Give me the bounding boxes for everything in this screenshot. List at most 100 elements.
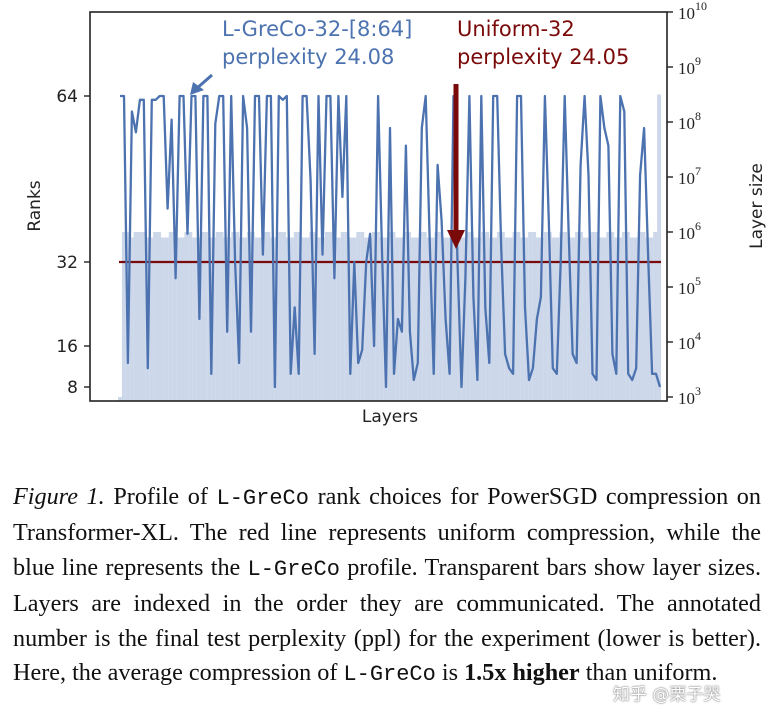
layer-size-bar xyxy=(239,237,244,401)
layer-size-bar xyxy=(168,232,173,401)
y-axis-label-right: Layer size xyxy=(747,163,767,249)
layer-size-bar xyxy=(465,232,470,401)
layer-size-bar xyxy=(262,232,267,401)
layer-size-bar xyxy=(141,232,146,401)
right-tick-label: 105 xyxy=(678,274,701,298)
layer-size-bar xyxy=(270,237,275,401)
layer-size-bar xyxy=(383,237,388,401)
caption-text: than uniform. xyxy=(579,659,718,687)
layer-size-bar xyxy=(422,232,427,401)
layer-size-bar xyxy=(387,232,392,401)
plot-frame xyxy=(89,11,668,402)
layer-size-bar xyxy=(317,237,322,401)
layer-size-bar xyxy=(532,232,537,401)
layer-size-bar xyxy=(215,232,220,401)
legend-blue-ppl: perplexity 24.08 xyxy=(222,45,394,69)
left-tick-label: 8 xyxy=(67,378,78,398)
layer-size-bar xyxy=(520,237,525,401)
layer-size-bar xyxy=(645,237,650,401)
layer-size-bar xyxy=(356,232,361,401)
left-tick-label: 16 xyxy=(56,337,78,357)
right-tick-label: 107 xyxy=(678,164,701,188)
right-tick-label: 1010 xyxy=(678,0,707,23)
layer-size-bar xyxy=(598,237,603,401)
caption-text: profile. Transparent bars show layer siz… xyxy=(13,553,761,687)
caption-code: L-GreCo xyxy=(343,662,436,688)
layer-size-bar xyxy=(410,237,415,401)
layer-size-bar xyxy=(364,237,369,401)
layer-size-bar xyxy=(250,232,255,401)
layer-size-bar xyxy=(559,232,564,401)
layer-size-bar xyxy=(266,232,271,401)
caption-text: Profile of xyxy=(104,483,217,510)
layer-size-bar xyxy=(192,237,197,401)
layer-size-bar xyxy=(621,232,626,401)
layer-size-bar xyxy=(336,237,341,401)
layer-size-bar xyxy=(543,232,548,401)
layer-size-bar xyxy=(653,232,658,401)
x-axis-label: Layers xyxy=(362,407,418,427)
layer-size-bar xyxy=(196,237,201,401)
layer-size-bar xyxy=(340,232,345,401)
layer-size-bar xyxy=(188,232,193,401)
layer-size-bar xyxy=(571,237,576,401)
layer-size-bar xyxy=(258,237,263,401)
layer-size-bar xyxy=(121,232,126,401)
layer-size-bar xyxy=(321,237,326,401)
layer-size-bar xyxy=(493,237,497,401)
layer-size-bar xyxy=(504,237,509,401)
layer-size-bar xyxy=(485,232,490,401)
layer-size-bar xyxy=(590,232,595,401)
layer-size-bar xyxy=(344,232,349,401)
layer-size-bar xyxy=(379,237,384,401)
right-tick-label: 103 xyxy=(678,384,701,408)
annotation-arrow-blue xyxy=(190,73,213,95)
right-tick-label: 108 xyxy=(678,109,701,133)
right-tick-label: 109 xyxy=(678,54,701,78)
layer-size-bar xyxy=(434,232,439,401)
layer-size-bar xyxy=(172,232,177,401)
layer-size-bar xyxy=(496,232,501,401)
caption-text: is xyxy=(435,659,465,687)
right-axis: 103 104 105 106 107 108 109 1010 xyxy=(667,0,707,408)
layer-size-bar xyxy=(301,237,306,401)
layer-size-bar xyxy=(508,237,513,401)
layer-size-bar xyxy=(567,237,572,401)
legend-red-name: Uniform-32 xyxy=(457,17,575,41)
left-tick-label: 32 xyxy=(56,253,78,273)
lgreco-line xyxy=(120,94,662,389)
layer-size-bar xyxy=(203,232,208,401)
layer-size-bar xyxy=(481,232,486,401)
caption-bold: 1.5x higher xyxy=(464,659,580,687)
layer-size-bar xyxy=(332,237,337,401)
layer-size-bar xyxy=(641,232,646,401)
layer-size-bar xyxy=(551,237,556,401)
layer-size-bar xyxy=(153,232,158,401)
layer-size-bar xyxy=(282,232,287,401)
layer-size-bar xyxy=(637,232,642,401)
layer-size-bar xyxy=(547,232,552,401)
layer-size-bar xyxy=(450,232,455,401)
layer-size-bar xyxy=(418,232,423,401)
layer-size-bar xyxy=(129,237,134,401)
layer-size-bar xyxy=(629,237,634,401)
layer-size-bar xyxy=(328,232,333,401)
y-axis-label-left: Ranks xyxy=(25,180,45,231)
layer-size-bar xyxy=(352,237,357,401)
annotation-arrow-red xyxy=(447,84,465,249)
legend-blue-name: L-GreCo-32-[8:64] xyxy=(222,17,412,41)
layer-size-bar xyxy=(227,237,232,401)
layer-size-bar xyxy=(516,232,521,401)
layer-size-bar xyxy=(489,237,494,401)
layer-size-bar xyxy=(160,237,165,401)
layer-size-bar xyxy=(137,232,142,401)
layer-size-bar xyxy=(368,237,372,401)
layer-size-bar xyxy=(254,237,259,401)
layer-size-bar xyxy=(360,232,365,401)
layer-size-bar xyxy=(157,232,162,401)
layer-size-bar xyxy=(528,232,533,401)
layer-size-bar xyxy=(403,232,408,401)
caption-code: L-GreCo xyxy=(216,486,309,511)
layer-size-bar xyxy=(426,237,431,401)
